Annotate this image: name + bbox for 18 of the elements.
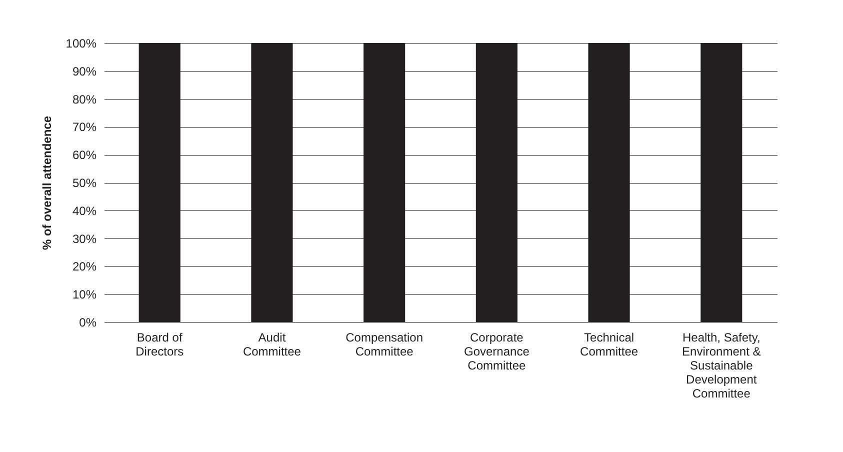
y-tick-label: 20% [72,260,97,274]
y-tick-label: 10% [72,288,97,302]
y-tick-label: 80% [72,92,97,106]
y-tick-label: 90% [72,64,97,78]
y-tick-label: 50% [72,176,97,190]
y-tick-label: 100% [66,36,97,50]
y-tick-label: 30% [72,232,97,246]
y-tick-label: 0% [79,316,97,330]
y-tick-label: 70% [72,120,97,134]
y-tick-label: 60% [72,148,97,162]
x-tick-label: Board of Directors [136,330,184,358]
y-axis-title: % of overall attendence [40,116,54,250]
y-tick-label: 40% [72,204,97,218]
x-tick-label: Technical Committee [580,330,638,358]
x-tick-label: Health, Safety, Environment & Sustainable Development Committee [682,330,761,400]
x-tick-label: Corporate Governance Committee [464,330,530,372]
x-tick-label: Audit Committee [242,330,302,358]
x-tick-label: Compensation Committee [346,330,424,358]
